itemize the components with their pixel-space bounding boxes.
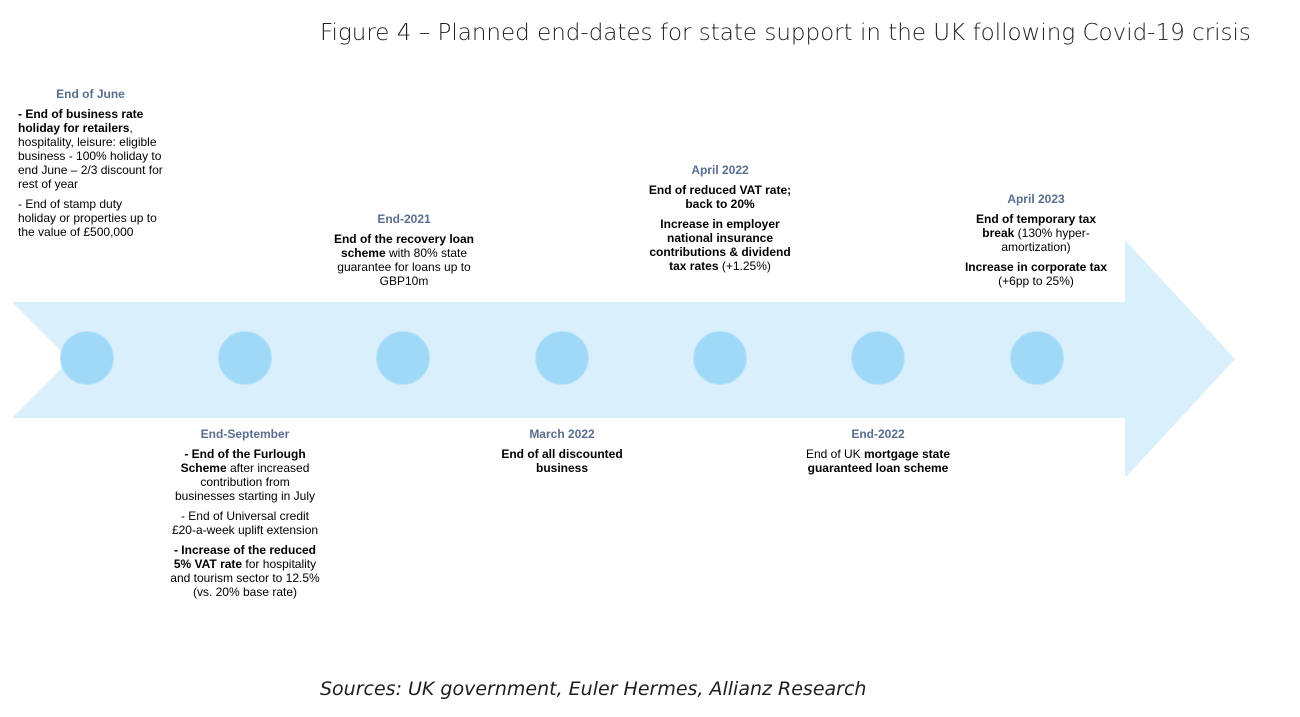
milestone-item: Increase in corporate tax (+6pp to 25%): [960, 260, 1112, 288]
milestone-april-2023: April 2023 End of temporary tax break (1…: [960, 192, 1112, 294]
timeline-dot-march-2022: [535, 331, 589, 385]
milestone-date: End-September: [200, 427, 290, 441]
milestone-end-of-june: End of June - End of business rate holid…: [18, 87, 163, 245]
item-bold-text: - End of the Furlough Scheme: [180, 447, 306, 475]
timeline-dot-end-2022: [851, 331, 905, 385]
timeline-dot-april-2023: [1010, 331, 1064, 385]
item-bold-text: Increase in corporate tax: [964, 260, 1108, 274]
milestone-date: End-2021: [377, 212, 431, 226]
item-text: (130% hyper-amortization): [1001, 226, 1090, 254]
milestone-date: April 2023: [1007, 192, 1065, 206]
item-bold-text: End of all discounted business: [501, 447, 623, 475]
milestone-item: - End of Universal credit £20-a-week upl…: [170, 509, 320, 537]
milestone-item: End of the recovery loan scheme with 80%…: [330, 232, 478, 288]
item-text: after increased contribution from busine…: [174, 461, 316, 503]
item-bold-text: Increase in employer national insurance …: [649, 217, 791, 273]
milestone-date: End of June: [56, 87, 125, 101]
milestone-item: - End of the Furlough Scheme after incre…: [170, 447, 320, 503]
milestone-item: - Increase of the reduced 5% VAT rate fo…: [170, 543, 320, 599]
milestone-item: End of temporary tax break (130% hyper-a…: [960, 212, 1112, 254]
timeline-dot-end-september: [218, 331, 272, 385]
milestone-end-2021: End-2021 End of the recovery loan scheme…: [330, 212, 478, 294]
item-text: for hospitality and tourism sector to 12…: [170, 557, 320, 599]
milestone-date: March 2022: [529, 427, 595, 441]
item-bold-text: - Increase of the reduced 5% VAT rate: [173, 543, 317, 571]
milestone-item: End of reduced VAT rate; back to 20%: [645, 183, 795, 211]
item-text: with 80% state guarantee for loans up to…: [337, 246, 471, 288]
item-text: (+6pp to 25%): [998, 274, 1074, 288]
item-bold-text: End of temporary tax break: [975, 212, 1097, 240]
figure-title: Figure 4 – Planned end-dates for state s…: [320, 20, 1251, 46]
milestone-item: End of UK mortgage state guaranteed loan…: [803, 447, 953, 475]
item-text: , hospitality, leisure: eligible busines…: [18, 121, 163, 191]
item-text: - End of Universal credit £20-a-week upl…: [171, 509, 319, 537]
item-text: - End of stamp duty holiday or propertie…: [18, 197, 157, 239]
milestone-end-september: End-September - End of the Furlough Sche…: [170, 427, 320, 605]
milestone-end-2022: End-2022 End of UK mortgage state guaran…: [803, 427, 953, 481]
milestone-item: End of all discounted business: [488, 447, 636, 475]
milestone-item: Increase in employer national insurance …: [645, 217, 795, 273]
milestone-date: End-2022: [851, 427, 905, 441]
item-bold-text: mortgage state guaranteed loan scheme: [807, 447, 951, 475]
milestone-date: April 2022: [691, 163, 749, 177]
timeline-dot-end-of-june: [60, 331, 114, 385]
timeline-dot-end-2021: [376, 331, 430, 385]
item-text: (+1.25%): [718, 259, 771, 273]
figure-source: Sources: UK government, Euler Hermes, Al…: [320, 678, 867, 700]
milestone-item: - End of stamp duty holiday or propertie…: [18, 197, 163, 239]
item-bold-text: - End of business rate holiday for retai…: [18, 107, 144, 135]
milestone-march-2022: March 2022 End of all discounted busines…: [488, 427, 636, 481]
item-bold-text: End of the recovery loan scheme: [333, 232, 475, 260]
item-text: End of UK: [805, 447, 864, 461]
milestone-april-2022: April 2022 End of reduced VAT rate; back…: [645, 163, 795, 279]
milestone-item: - End of business rate holiday for retai…: [18, 107, 163, 191]
item-bold-text: End of reduced VAT rate; back to 20%: [648, 183, 792, 211]
timeline-dot-april-2022: [693, 331, 747, 385]
